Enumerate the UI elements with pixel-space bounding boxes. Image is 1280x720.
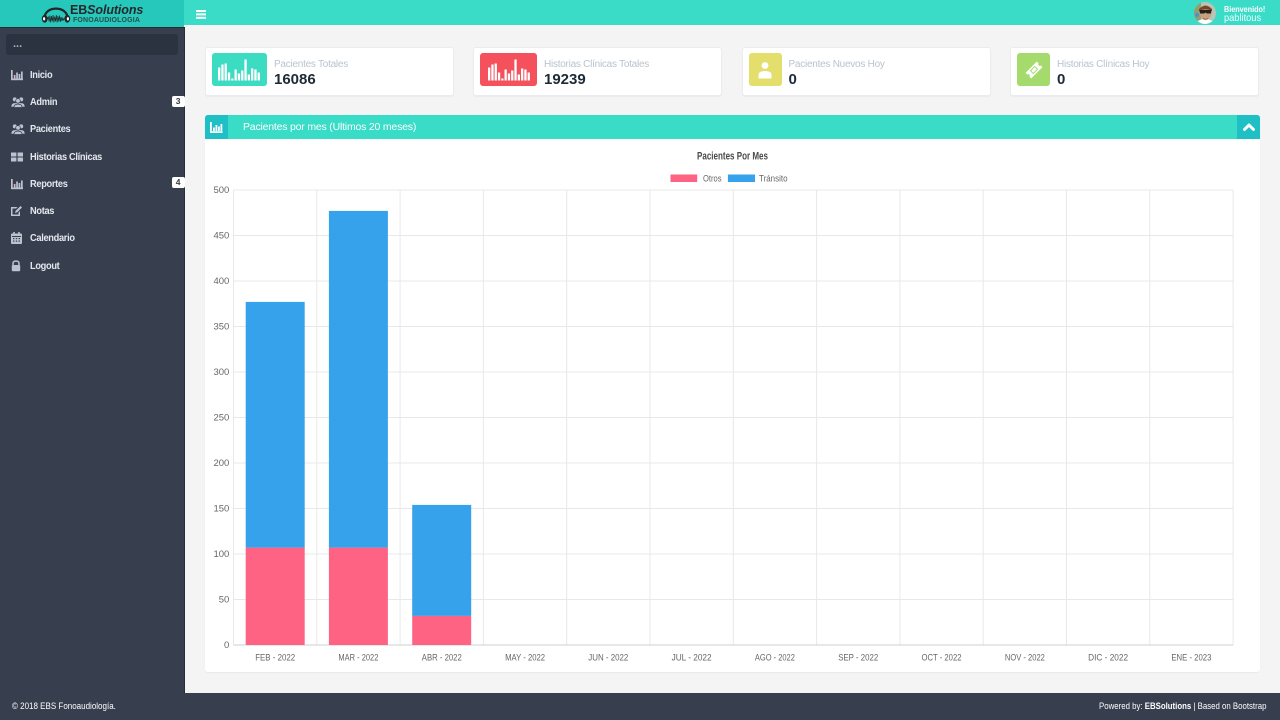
svg-text:OCT - 2022: OCT - 2022 <box>922 653 962 664</box>
svg-text:JUN - 2022: JUN - 2022 <box>588 653 628 664</box>
svg-text:SEP - 2022: SEP - 2022 <box>838 653 878 664</box>
svg-text:Otros: Otros <box>703 173 722 184</box>
svg-text:NOV - 2022: NOV - 2022 <box>1005 653 1045 664</box>
svg-text:500: 500 <box>213 185 229 196</box>
svg-text:ENE - 2023: ENE - 2023 <box>1171 653 1211 664</box>
svg-text:50: 50 <box>219 595 230 606</box>
svg-text:300: 300 <box>213 367 229 378</box>
svg-text:DIC - 2022: DIC - 2022 <box>1088 653 1128 664</box>
svg-text:Tránsito: Tránsito <box>759 173 788 184</box>
svg-text:AGO - 2022: AGO - 2022 <box>755 653 795 664</box>
svg-text:0: 0 <box>224 640 229 651</box>
svg-text:Pacientes Por Mes: Pacientes Por Mes <box>697 150 768 162</box>
svg-text:ABR - 2022: ABR - 2022 <box>422 653 462 664</box>
svg-text:JUL - 2022: JUL - 2022 <box>672 653 712 664</box>
svg-text:450: 450 <box>213 231 229 242</box>
svg-text:150: 150 <box>213 504 229 515</box>
svg-text:MAR - 2022: MAR - 2022 <box>338 653 378 664</box>
svg-text:400: 400 <box>213 276 229 287</box>
svg-text:100: 100 <box>213 549 229 560</box>
svg-text:350: 350 <box>213 322 229 333</box>
svg-text:MAY - 2022: MAY - 2022 <box>505 653 545 664</box>
svg-text:200: 200 <box>213 458 229 469</box>
svg-text:250: 250 <box>213 413 229 424</box>
svg-text:FEB - 2022: FEB - 2022 <box>255 653 295 664</box>
